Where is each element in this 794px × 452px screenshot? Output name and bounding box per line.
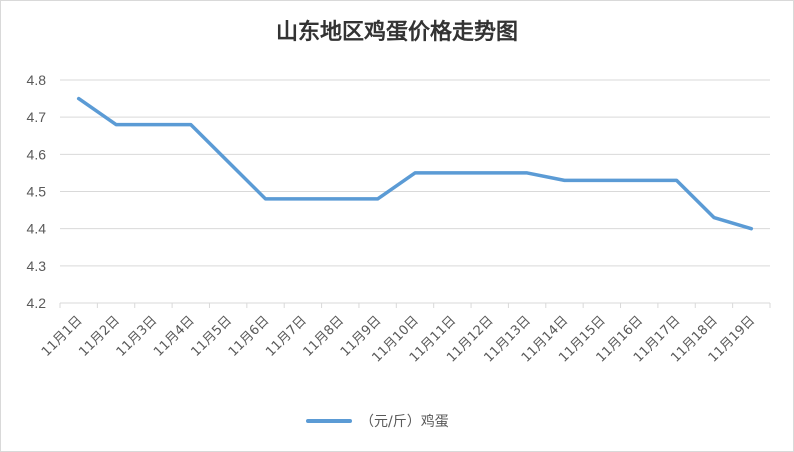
chart-title: 山东地区鸡蛋价格走势图 [275, 19, 518, 45]
data-point [750, 227, 753, 230]
legend-label: （元/斤）鸡蛋 [360, 413, 449, 430]
series-line [76, 96, 754, 231]
data-point [451, 171, 454, 174]
x-tick-label: 11月4日 [151, 313, 198, 360]
x-tick-label: 11月6日 [226, 313, 273, 360]
data-point [376, 197, 379, 200]
y-tick-label: 4.3 [27, 258, 47, 274]
data-point [227, 160, 230, 163]
data-point [638, 179, 641, 182]
data-point [488, 171, 491, 174]
data-point [675, 179, 678, 182]
data-point [563, 179, 566, 182]
data-point [189, 123, 192, 126]
data-point [414, 171, 417, 174]
x-tick-label: 11月2日 [76, 313, 123, 360]
data-point [526, 171, 529, 174]
y-tick-label: 4.7 [27, 109, 47, 125]
data-point [712, 216, 715, 219]
data-point [339, 197, 342, 200]
x-tick-label: 11月3日 [114, 313, 161, 360]
y-tick-label: 4.8 [27, 72, 47, 88]
data-point [77, 97, 80, 100]
data-point [600, 179, 603, 182]
x-tick-label: 11月8日 [301, 313, 348, 360]
y-tick-label: 4.5 [27, 184, 47, 200]
y-tick-label: 4.6 [27, 146, 47, 162]
x-tick-label: 11月5日 [188, 313, 235, 360]
data-point [152, 123, 155, 126]
data-point [301, 197, 304, 200]
data-point [115, 123, 118, 126]
data-point [264, 197, 267, 200]
x-tick-label: 11月7日 [263, 313, 310, 360]
x-tick-label: 11月1日 [39, 313, 86, 360]
y-tick-label: 4.2 [27, 295, 47, 311]
y-tick-label: 4.4 [27, 221, 47, 237]
